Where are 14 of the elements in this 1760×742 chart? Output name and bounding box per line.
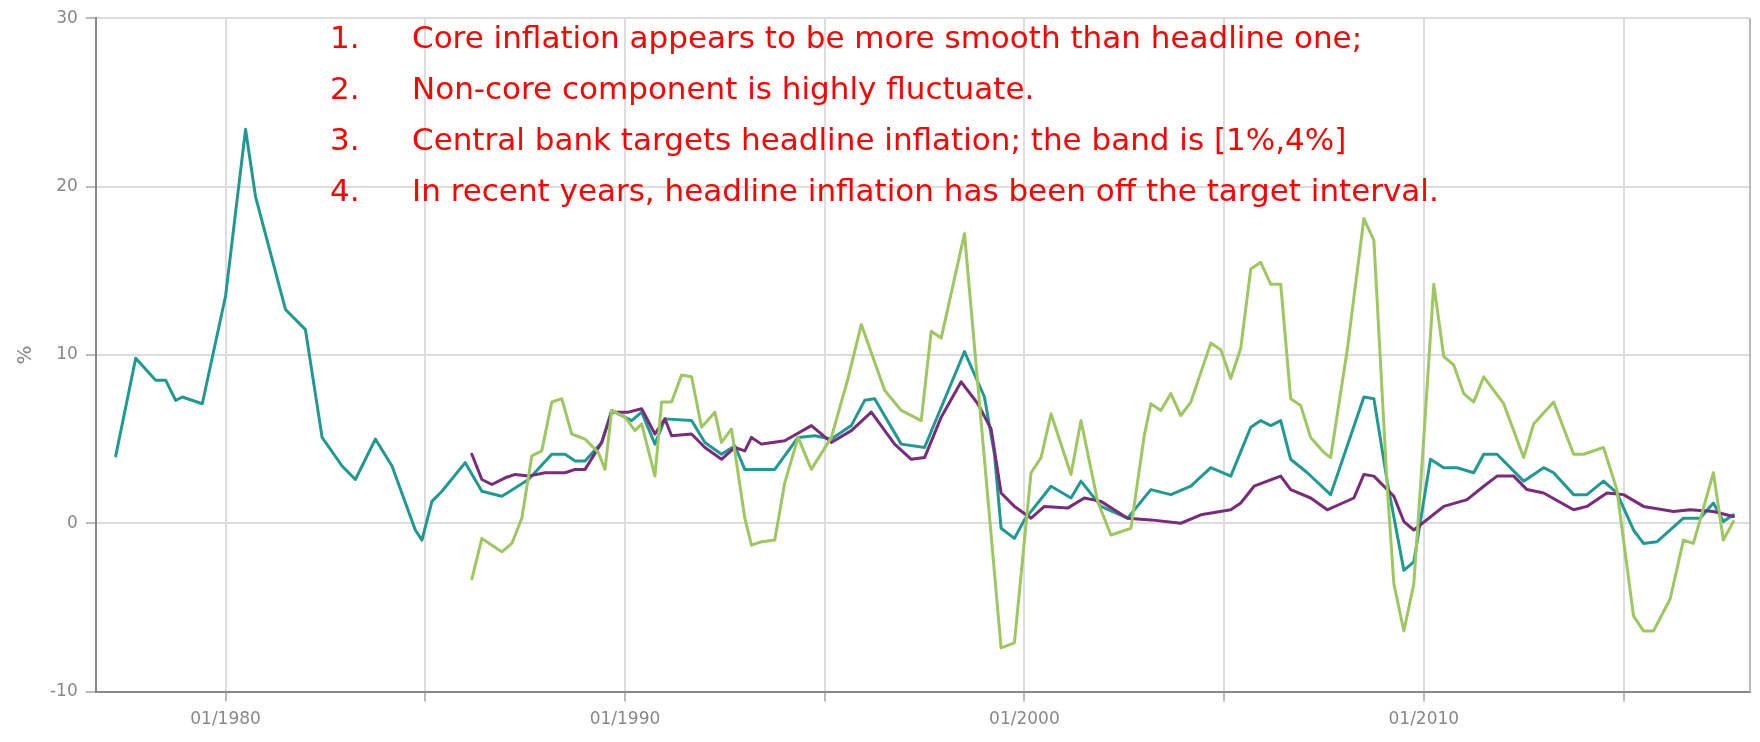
y-tick-label: 20 [56, 174, 78, 195]
text: 4. In recent years, headline inflation has been off the target interval. [330, 172, 1439, 208]
x-tick-label: 01/2000 [989, 708, 1060, 729]
x-tick-label: 01/1990 [589, 708, 661, 729]
y-tick-label: 30 [56, 6, 78, 27]
y-tick-label: 0 [66, 511, 78, 532]
y-tick-label: 10 [56, 343, 78, 364]
text: 2. Non-core component is highly fluctuate. [330, 70, 1035, 106]
x-tick-label: 01/1980 [190, 708, 261, 729]
y-axis-title: % [12, 345, 37, 365]
text: 1. Core inflation appears to be more smooth than headline one; [330, 19, 1363, 55]
y-tick-label: -10 [49, 680, 78, 701]
x-tick-label: 01/2010 [1388, 708, 1460, 729]
text: 3. Central bank targets headline inflation; the band is [1%,4%] [330, 121, 1347, 157]
